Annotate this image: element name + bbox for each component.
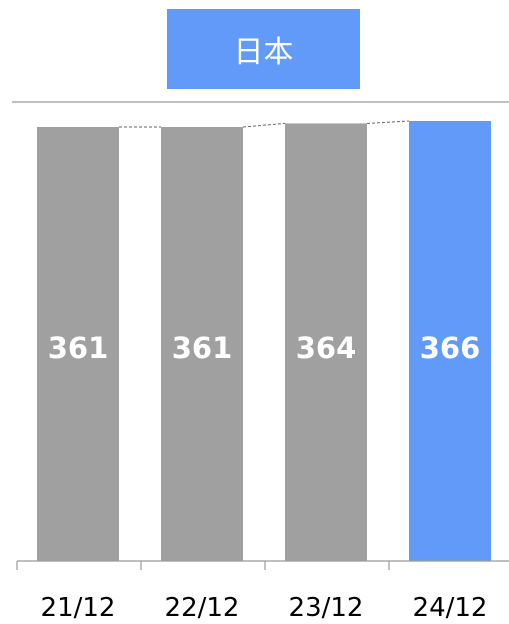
x-tick-label: 22/12 [165,593,240,623]
x-tick-label: 23/12 [289,593,364,623]
bar-24/12 [409,121,491,561]
value-label-21/12: 361 [48,331,109,365]
connector-line [242,122,286,128]
x-axis-ticks [16,561,390,570]
chart-title: 日本 [233,35,294,70]
bar-22/12 [161,127,243,561]
bars [37,121,491,562]
connector-lines [119,120,410,128]
bar-23/12 [285,123,367,562]
x-tick-label: 24/12 [413,593,488,623]
value-labels: 361 361 364 366 [48,331,481,365]
chart-title-box: 日本 [167,9,360,89]
value-label-23/12: 364 [296,331,357,365]
bar-21/12 [37,127,119,561]
connector-line [366,120,410,124]
x-tick-label: 21/12 [41,593,116,623]
value-label-24/12: 366 [420,331,481,365]
value-label-22/12: 361 [172,331,233,365]
x-axis-tick-labels: 21/12 22/12 23/12 24/12 [41,593,488,623]
